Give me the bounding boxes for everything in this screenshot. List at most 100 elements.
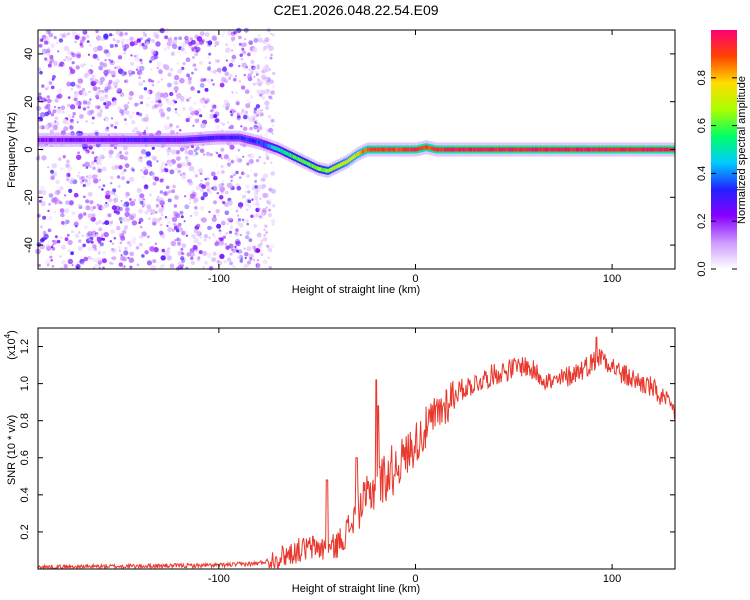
spectrogram-noise-cell — [51, 243, 55, 247]
spectrogram-noise-cell — [229, 261, 234, 266]
spectrogram-ridge-cell — [143, 137, 146, 142]
spectrogram-ridge-cell — [599, 147, 602, 152]
spectrogram-noise-cell — [237, 202, 244, 208]
spectrogram-noise-cell — [117, 233, 121, 236]
spectrogram-ridge-cell — [198, 136, 201, 141]
spectrogram-ridge-cell — [110, 137, 113, 142]
spectrogram-noise-cell — [253, 37, 259, 43]
spectrogram-noise-cell — [134, 57, 140, 62]
spectrogram-noise-cell — [230, 179, 233, 182]
spectrogram-noise-cell — [104, 58, 107, 62]
spectrogram-noise-cell — [51, 112, 54, 115]
spectrogram-noise-cell — [208, 61, 212, 65]
spectrogram-noise-cell — [220, 220, 226, 226]
spectrogram-ridge-cell — [170, 137, 173, 142]
spectrogram-noise-cell — [171, 228, 175, 232]
spectrogram-ridge-cell — [668, 147, 671, 152]
spectrogram-ridge-cell — [388, 147, 391, 152]
spectrogram-noise-cell — [59, 201, 63, 205]
spectrogram-noise-cell — [71, 31, 78, 37]
spectrogram-ridge-cell — [621, 147, 624, 152]
spectrogram-ridge-cell — [533, 147, 536, 152]
spectrogram-ridge-cell — [390, 147, 393, 152]
spectrogram-noise-cell — [133, 198, 137, 202]
spectrogram-noise-cell — [65, 219, 70, 225]
spectrogram-noise-cell — [79, 132, 83, 136]
spectrogram-noise-cell — [159, 264, 164, 269]
spectrogram-noise-cell — [211, 216, 217, 222]
spectrogram-ridge-cell — [659, 147, 662, 152]
spectrogram-noise-cell — [46, 263, 50, 267]
spectrogram-noise-cell — [219, 253, 225, 260]
spectrogram-noise-cell — [245, 235, 250, 240]
spectrogram-noise-cell — [194, 67, 198, 72]
spectrogram-ridge-cell — [575, 147, 578, 152]
spectrogram-noise-cell — [189, 37, 193, 41]
spectrogram-ridge-cell — [273, 146, 276, 151]
spectrogram-ridge-cell — [654, 147, 657, 152]
spectrogram-noise-cell — [252, 203, 255, 205]
spectrogram-noise-cell — [182, 62, 186, 65]
spectrogram-noise-cell — [210, 226, 213, 230]
spectrogram-noise-cell — [103, 94, 109, 100]
spectrogram-noise-cell — [139, 58, 143, 62]
spectrogram-ridge-cell — [352, 155, 355, 160]
spectrogram-noise-cell — [223, 260, 227, 264]
spectrogram-noise-cell — [52, 109, 57, 114]
spectrogram-noise-cell — [264, 88, 270, 95]
spectrogram-noise-cell — [257, 122, 261, 126]
spectrogram-noise-cell — [234, 238, 241, 245]
spectrogram-ridge-cell — [618, 147, 621, 152]
spectrogram-noise-cell — [160, 255, 166, 261]
spectrogram-noise-cell — [111, 143, 116, 147]
spectrogram-noise-cell — [255, 248, 261, 254]
spectrogram-ridge-cell — [278, 147, 281, 152]
spectrogram-noise-cell — [187, 80, 192, 85]
spectrogram-noise-cell — [107, 213, 112, 218]
spectrogram-noise-cell — [228, 73, 233, 78]
spectrogram-ridge-cell — [215, 135, 218, 140]
spectrogram-ridge-cell — [387, 147, 390, 152]
spectrogram-ridge-cell — [431, 146, 434, 151]
spectrogram-noise-cell — [176, 96, 179, 100]
spectrogram-ridge-cell — [184, 137, 187, 142]
spectrogram-noise-cell — [195, 146, 200, 151]
spectrogram-ridge-cell — [310, 163, 313, 168]
spectrogram-noise-cell — [97, 260, 103, 265]
spectrogram-ridge-cell — [72, 137, 75, 142]
spectrogram-noise-cell — [92, 166, 96, 170]
spectrogram-noise-cell — [121, 176, 126, 180]
spectrogram-noise-cell — [165, 98, 169, 102]
spectrogram-noise-cell — [175, 90, 178, 93]
spectrogram-noise-cell — [243, 73, 246, 77]
spectrogram-noise-cell — [126, 241, 131, 245]
spectrogram-noise-cell — [260, 134, 263, 137]
spectrogram-noise-cell — [240, 57, 244, 61]
spectrogram-noise-cell — [135, 246, 140, 250]
spectrogram-noise-cell — [97, 204, 103, 210]
spectrogram-noise-cell — [230, 113, 234, 117]
spectrogram-noise-cell — [234, 75, 238, 78]
spectrogram-noise-cell — [88, 238, 92, 241]
spectrogram-noise-cell — [103, 102, 107, 106]
spectrogram-ridge-cell — [223, 135, 226, 140]
spectrogram-ridge-cell — [613, 147, 616, 152]
spectrogram-noise-cell — [272, 85, 275, 88]
spectrogram-ridge-cell — [401, 147, 404, 152]
spectrogram-ridge-cell — [368, 147, 371, 152]
spectrogram-noise-cell — [178, 36, 183, 41]
spectrogram-noise-cell — [245, 103, 251, 109]
spectrogram-noise-cell — [256, 129, 260, 133]
spectrogram-noise-cell — [158, 69, 163, 75]
spectrogram-noise-cell — [166, 46, 170, 50]
spectrogram-noise-cell — [67, 165, 73, 171]
spectrogram-noise-cell — [168, 190, 172, 194]
spectrogram-noise-cell — [69, 104, 76, 110]
spectrogram-noise-cell — [122, 203, 127, 208]
spectrogram-noise-cell — [262, 237, 268, 242]
spectrogram-noise-cell — [38, 43, 43, 48]
spectrogram-noise-cell — [63, 45, 70, 52]
spectrogram-ridge-cell — [56, 137, 59, 142]
spectrogram-noise-cell — [41, 237, 46, 242]
spectrogram-noise-cell — [78, 204, 82, 208]
